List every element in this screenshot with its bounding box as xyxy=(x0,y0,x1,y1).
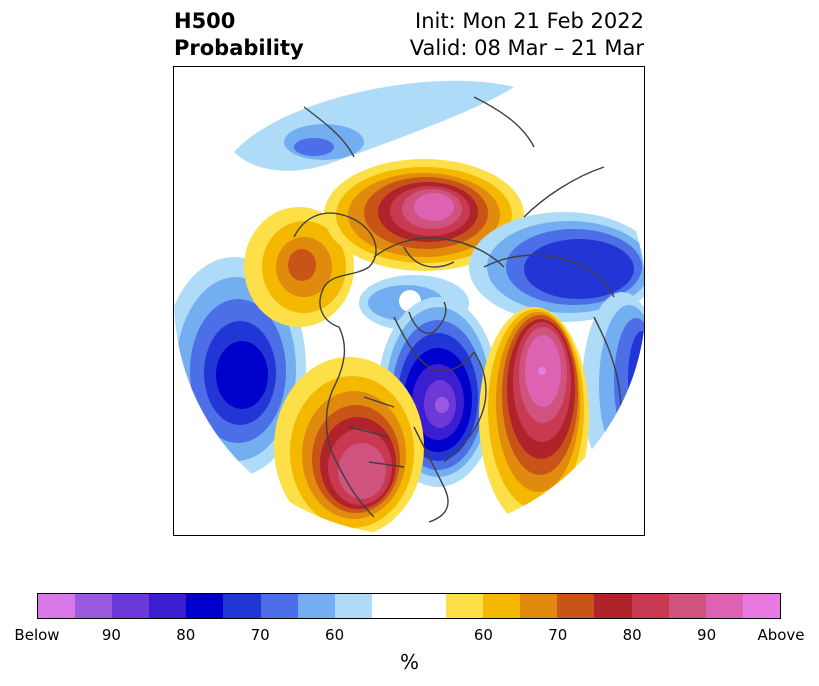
colorbar-segment xyxy=(149,594,187,618)
coastlines xyxy=(293,96,622,523)
colorbar-segment xyxy=(631,594,669,618)
init-date: Init: Mon 21 Feb 2022 xyxy=(415,9,644,33)
map-canvas xyxy=(174,67,644,535)
colorbar-segment xyxy=(668,594,706,618)
colorbar-segment xyxy=(223,594,261,618)
colorbar-tick-labels: Below 90 80 70 60 60 70 80 90 Above xyxy=(0,626,819,646)
colorbar-tick-label: 60 xyxy=(325,626,345,644)
colorbar-segment xyxy=(483,594,521,618)
valid-range: Valid: 08 Mar – 21 Mar xyxy=(409,36,644,60)
colorbar-segment xyxy=(371,594,409,618)
colorbar-tick-label: Below xyxy=(14,626,60,644)
colorbar-tick-label: 70 xyxy=(548,626,568,644)
forecast-dates: Init: Mon 21 Feb 2022 Valid: 08 Mar – 21… xyxy=(410,8,644,62)
colorbar-segment xyxy=(75,594,113,618)
colorbar-segment xyxy=(260,594,298,618)
colorbar-segment xyxy=(297,594,335,618)
title-variable: H500 xyxy=(174,9,236,33)
colorbar-segment xyxy=(705,594,743,618)
colorbar-segment xyxy=(112,594,150,618)
above-normal-atlantic xyxy=(479,307,589,527)
above-normal-west xyxy=(244,207,354,327)
colorbar-segment xyxy=(594,594,632,618)
colorbar-tick-label: 90 xyxy=(101,626,121,644)
colorbar-tick-label: 80 xyxy=(622,626,642,644)
above-normal-west-us xyxy=(274,357,424,535)
below-normal-arctic xyxy=(234,80,514,171)
colorbar-segment xyxy=(520,594,558,618)
colorbar-segment xyxy=(742,594,780,618)
colorbar-unit: % xyxy=(399,650,419,674)
colorbar-tick-label: Above xyxy=(757,626,805,644)
above-normal-arctic xyxy=(324,159,524,271)
colorbar-segment xyxy=(408,594,447,618)
colorbar-segment xyxy=(38,594,76,618)
colorbar-tick-label: 80 xyxy=(176,626,196,644)
colorbar-tick-label: 60 xyxy=(473,626,493,644)
colorbar-segment xyxy=(334,594,372,618)
chart-title: H500 Probability xyxy=(174,8,304,62)
colorbar-segment xyxy=(186,594,224,618)
colorbar-tick-label: 70 xyxy=(250,626,270,644)
colorbar xyxy=(37,593,781,619)
colorbar-segment xyxy=(446,594,484,618)
title-product: Probability xyxy=(174,36,304,60)
probability-map xyxy=(173,66,645,536)
colorbar-segment xyxy=(557,594,595,618)
colorbar-tick-label: 90 xyxy=(697,626,717,644)
